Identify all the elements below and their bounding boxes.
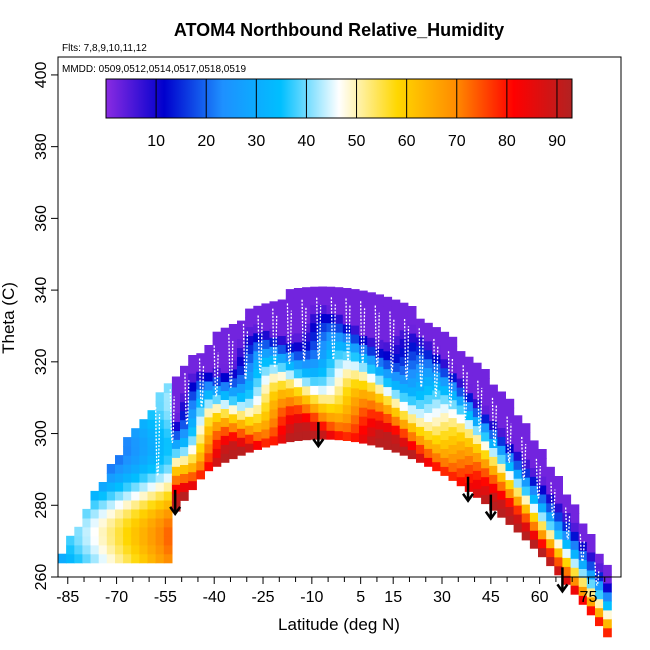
y-tick-label: 320 bbox=[33, 348, 50, 375]
x-tick-label: -70 bbox=[105, 589, 128, 606]
colorbar-tick-label: 80 bbox=[498, 133, 516, 150]
flight-tracks bbox=[154, 297, 600, 586]
x-tick-label: -25 bbox=[251, 589, 274, 606]
x-tick-label: 15 bbox=[384, 589, 402, 606]
x-tick-label: -10 bbox=[300, 589, 323, 606]
colorbar-tick-label: 30 bbox=[247, 133, 265, 150]
x-tick-label: 5 bbox=[356, 589, 365, 606]
colorbar-tick-label: 70 bbox=[448, 133, 466, 150]
plot-frame bbox=[57, 56, 622, 578]
dates-note: MMDD: 0509,0512,0514,0517,0518,0519 bbox=[62, 64, 246, 75]
x-tick-label: -85 bbox=[56, 589, 79, 606]
colorbar-tick-label: 50 bbox=[348, 133, 366, 150]
x-axis: -85 -70 -55 -40 -25 -10 5 15 30 45 60 75 bbox=[56, 577, 606, 606]
colorbar-tick-label: 90 bbox=[548, 133, 566, 150]
y-tick-label: 360 bbox=[33, 205, 50, 232]
chart-title: ATOM4 Northbound Relative_Humidity bbox=[174, 20, 504, 40]
colorbar-tick-label: 20 bbox=[197, 133, 215, 150]
colorbar-tick-label: 10 bbox=[147, 133, 165, 150]
x-axis-label: Latitude (deg N) bbox=[278, 615, 400, 634]
x-tick-label: 45 bbox=[482, 589, 500, 606]
x-tick-label: 75 bbox=[580, 589, 598, 606]
y-tick-label: 280 bbox=[33, 492, 50, 519]
x-tick-label: -55 bbox=[154, 589, 177, 606]
y-tick-label: 300 bbox=[33, 420, 50, 447]
y-tick-label: 260 bbox=[33, 564, 50, 591]
profile-arrows bbox=[169, 422, 569, 594]
y-tick-label: 380 bbox=[33, 133, 50, 160]
y-tick-label: 340 bbox=[33, 277, 50, 304]
y-tick-label: 400 bbox=[33, 61, 50, 88]
x-tick-label: 60 bbox=[531, 589, 549, 606]
colorbar bbox=[105, 78, 573, 119]
flights-note: Flts: 7,8,9,10,11,12 bbox=[62, 43, 147, 54]
x-tick-label: 30 bbox=[433, 589, 451, 606]
y-axis: 260 280 300 320 340 360 380 400 bbox=[33, 61, 58, 590]
colorbar-ticks: 10 20 30 40 50 60 70 80 90 bbox=[147, 79, 566, 150]
x-tick-label: -40 bbox=[203, 589, 226, 606]
humidity-field bbox=[58, 286, 612, 638]
y-axis-label: Theta (C) bbox=[0, 282, 18, 354]
colorbar-tick-label: 40 bbox=[298, 133, 316, 150]
colorbar-tick-label: 60 bbox=[398, 133, 416, 150]
